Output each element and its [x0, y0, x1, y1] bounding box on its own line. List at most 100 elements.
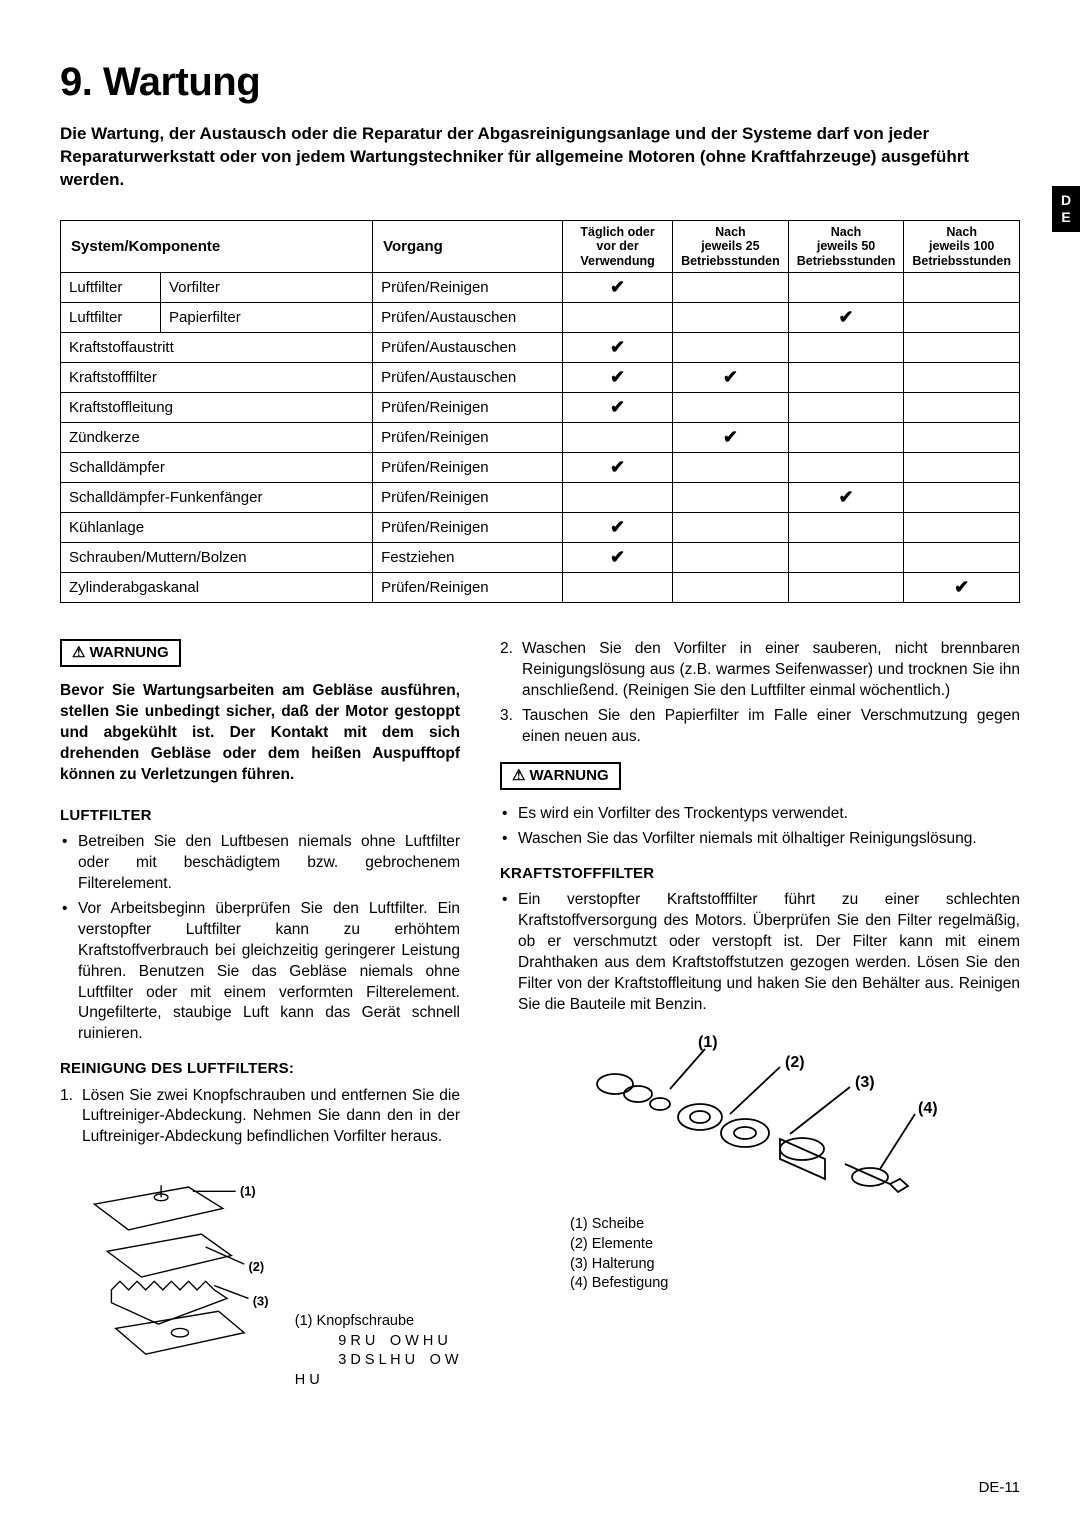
cell-operation: Prüfen/Reinigen	[373, 482, 563, 512]
warning-text-1: Bevor Sie Wartungsarbeiten am Gebläse au…	[60, 681, 460, 786]
table-row: KühlanlagePrüfen/Reinigen✔	[61, 512, 1020, 542]
figure-legend-left: (1) Knopfschraube 9 R U O W H U 3 D S L …	[295, 1312, 460, 1390]
cell-operation: Prüfen/Austauschen	[373, 302, 563, 332]
th-c2: Nachjeweils 25Betriebsstunden	[673, 220, 789, 272]
cell-check	[904, 482, 1020, 512]
cell-check: ✔	[563, 272, 673, 302]
table-row: KraftstoffaustrittPrüfen/Austauschen✔	[61, 332, 1020, 362]
cell-system: Schalldämpfer-Funkenfänger	[61, 482, 373, 512]
cell-system: Zündkerze	[61, 422, 373, 452]
cell-check: ✔	[563, 542, 673, 572]
cell-check	[904, 512, 1020, 542]
cell-check	[673, 392, 789, 422]
cell-system: Luftfilter	[61, 272, 161, 302]
list-item: Waschen Sie das Vorfilter niemals mit öl…	[500, 829, 1020, 850]
cell-check: ✔	[673, 422, 789, 452]
cleaning-steps-right: 2.Waschen Sie den Vorfilter in einer sau…	[500, 639, 1020, 748]
th-c4: Nachjeweils 100Betriebsstunden	[904, 220, 1020, 272]
cell-system: Schrauben/Muttern/Bolzen	[61, 542, 373, 572]
svg-text:(2): (2)	[785, 1054, 805, 1071]
cell-check	[673, 302, 789, 332]
table-row: LuftfilterPapierfilterPrüfen/Austauschen…	[61, 302, 1020, 332]
cell-check	[788, 272, 904, 302]
cell-check	[563, 302, 673, 332]
intro-text: Die Wartung, der Austausch oder die Repa…	[60, 123, 1020, 192]
cell-check: ✔	[563, 392, 673, 422]
side-tab: D E	[1052, 186, 1080, 232]
cell-check: ✔	[788, 302, 904, 332]
cell-check	[673, 272, 789, 302]
cell-system: Schalldämpfer	[61, 452, 373, 482]
list-item: 2.Waschen Sie den Vorfilter in einer sau…	[500, 639, 1020, 702]
list-item: Ein verstopfter Kraftstofffilter führt z…	[500, 890, 1020, 1016]
list-item: 3.Tauschen Sie den Papierfilter im Falle…	[500, 706, 1020, 748]
th-c3: Nachjeweils 50Betriebsstunden	[788, 220, 904, 272]
fig-label-3: (3)	[253, 1294, 269, 1309]
svg-text:(4): (4)	[918, 1100, 938, 1117]
cell-check	[904, 302, 1020, 332]
heading-kraftstofffilter: KRAFTSTOFFFILTER	[500, 864, 1020, 884]
page-number: DE-11	[979, 1479, 1020, 1496]
cell-operation: Prüfen/Reinigen	[373, 422, 563, 452]
figure-fuel-filter: (1) (2) (3) (4) (1) Scheibe (2) Elemente…	[500, 1029, 1020, 1293]
table-row: KraftstoffleitungPrüfen/Reinigen✔	[61, 392, 1020, 422]
cell-system: Kraftstoffaustritt	[61, 332, 373, 362]
cell-system: Kraftstoffleitung	[61, 392, 373, 422]
svg-text:(1): (1)	[698, 1034, 718, 1051]
cell-check: ✔	[788, 482, 904, 512]
warning-icon: ⚠	[72, 644, 85, 661]
warning-box-1: ⚠WARNUNG	[60, 639, 181, 667]
cell-check	[673, 512, 789, 542]
cell-check	[904, 392, 1020, 422]
table-row: ZylinderabgaskanalPrüfen/Reinigen✔	[61, 572, 1020, 602]
list-item: Betreiben Sie den Luftbesen niemals ohne…	[60, 832, 460, 895]
figure-air-filter: (1) (2) (3) (1) Knopfschraube 9 R U O W …	[60, 1162, 460, 1392]
luftfilter-list: Betreiben Sie den Luftbesen niemals ohne…	[60, 832, 460, 1045]
cell-check	[788, 392, 904, 422]
cell-check	[904, 452, 1020, 482]
cell-check: ✔	[563, 452, 673, 482]
figure-legend-right: (1) Scheibe (2) Elemente (3) Halterung (…	[570, 1215, 1020, 1293]
table-row: LuftfilterVorfilterPrüfen/Reinigen✔	[61, 272, 1020, 302]
table-row: SchalldämpferPrüfen/Reinigen✔	[61, 452, 1020, 482]
cell-check	[788, 422, 904, 452]
cell-check	[673, 542, 789, 572]
warning-box-2: ⚠WARNUNG	[500, 762, 621, 790]
th-vorgang: Vorgang	[373, 220, 563, 272]
cleaning-steps-left: 1.Lösen Sie zwei Knopfschrauben und entf…	[60, 1086, 460, 1149]
right-column: 2.Waschen Sie den Vorfilter in einer sau…	[500, 639, 1020, 1392]
cell-system: Luftfilter	[61, 302, 161, 332]
cell-system: Zylinderabgaskanal	[61, 572, 373, 602]
cell-check	[788, 452, 904, 482]
cell-system: Kühlanlage	[61, 512, 373, 542]
cell-check	[563, 572, 673, 602]
cell-operation: Prüfen/Reinigen	[373, 452, 563, 482]
cell-component: Vorfilter	[161, 272, 373, 302]
table-row: ZündkerzePrüfen/Reinigen ✔	[61, 422, 1020, 452]
cell-check	[673, 482, 789, 512]
cell-check	[673, 332, 789, 362]
cell-operation: Prüfen/Reinigen	[373, 392, 563, 422]
cell-check	[904, 272, 1020, 302]
cell-check: ✔	[563, 332, 673, 362]
cell-check	[788, 512, 904, 542]
cell-operation: Prüfen/Austauschen	[373, 332, 563, 362]
list-item: Vor Arbeitsbeginn überprüfen Sie den Luf…	[60, 899, 460, 1045]
cell-check	[563, 422, 673, 452]
fuel-filter-list: Ein verstopfter Kraftstofffilter führt z…	[500, 890, 1020, 1016]
cell-check: ✔	[673, 362, 789, 392]
th-c1: Täglich odervor derVerwendung	[563, 220, 673, 272]
warning-icon: ⚠	[512, 767, 525, 784]
cell-check	[904, 542, 1020, 572]
cell-check	[673, 452, 789, 482]
cell-check: ✔	[563, 362, 673, 392]
cell-check	[788, 542, 904, 572]
cell-check	[904, 362, 1020, 392]
page-title: 9. Wartung	[60, 60, 1020, 105]
cell-check	[788, 332, 904, 362]
air-filter-diagram: (1) (2) (3)	[60, 1162, 283, 1392]
list-item: 1.Lösen Sie zwei Knopfschrauben und entf…	[60, 1086, 460, 1149]
maintenance-table: System/Komponente Vorgang Täglich odervo…	[60, 220, 1020, 603]
cell-operation: Prüfen/Reinigen	[373, 512, 563, 542]
cell-check	[788, 362, 904, 392]
